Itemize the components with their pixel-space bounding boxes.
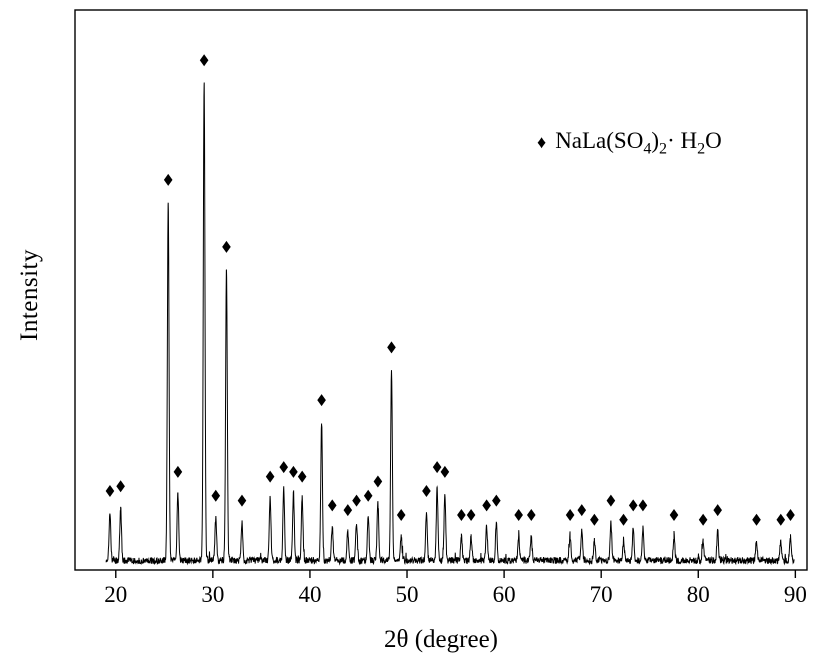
- peak-marker-diamond: [265, 470, 275, 483]
- peak-marker-diamond: [577, 504, 587, 517]
- peak-marker-diamond: [297, 470, 307, 483]
- peak-marker-diamond: [565, 508, 575, 521]
- y-axis-label: Intensity: [16, 249, 43, 341]
- peak-marker-diamond: [440, 465, 450, 478]
- peak-marker-diamond: [786, 508, 795, 521]
- legend-label-part: O: [705, 128, 722, 153]
- peak-marker-diamond: [606, 494, 616, 507]
- peak-marker-diamond: [422, 485, 431, 498]
- peak-marker-diamond: [482, 499, 491, 512]
- peak-marker-diamond: [173, 465, 183, 478]
- peak-marker-diamond: [363, 489, 373, 502]
- legend-label-sub: 2: [697, 140, 706, 158]
- diamond-marker-icon: ♦: [537, 132, 547, 152]
- x-tick-label: 90: [784, 582, 807, 607]
- peak-marker-diamond: [514, 508, 523, 521]
- peak-marker-diamond: [638, 499, 648, 512]
- peak-marker-diamond: [237, 494, 247, 507]
- peak-marker-diamond: [628, 499, 638, 512]
- peak-marker-diamond: [396, 508, 406, 521]
- legend-label-part: ): [651, 128, 660, 153]
- peak-marker-diamond: [776, 513, 786, 526]
- peak-marker-diamond: [619, 513, 628, 526]
- legend-label-part: · H: [667, 128, 698, 153]
- peak-marker-diamond: [387, 341, 396, 354]
- x-tick-label: 60: [493, 582, 516, 607]
- peak-marker-diamond: [352, 494, 361, 507]
- peak-marker-diamond: [211, 489, 221, 502]
- x-tick-label: 20: [104, 582, 127, 607]
- x-tick-label: 30: [201, 582, 224, 607]
- legend-label-sub: 4: [643, 140, 652, 158]
- peak-marker-diamond: [373, 475, 383, 488]
- peak-marker-diamond: [432, 461, 442, 474]
- diffraction-trace: [105, 82, 795, 566]
- peak-marker-diamond: [698, 513, 708, 526]
- x-axis-ticks: 20 30 40 50 60 70 80 90: [104, 570, 807, 607]
- peak-marker-diamond: [279, 461, 289, 474]
- peak-marker-diamond: [343, 504, 353, 517]
- peak-marker-diamond: [457, 508, 466, 521]
- peak-marker-diamond: [105, 485, 115, 498]
- x-tick-label: 80: [687, 582, 710, 607]
- peak-marker-diamond: [526, 508, 536, 521]
- peak-marker-diamond: [590, 513, 599, 526]
- peak-marker-diamond: [199, 54, 209, 67]
- x-tick-label: 40: [298, 582, 321, 607]
- peak-marker-diamond: [116, 480, 125, 493]
- legend: ♦ NaLa(SO4)2· H2O: [537, 128, 722, 159]
- peak-marker-diamond: [222, 240, 231, 253]
- peak-marker-diamond: [163, 173, 173, 186]
- peak-marker-diamond: [669, 508, 679, 521]
- x-axis-label: 2θ (degree): [384, 626, 498, 653]
- plot-frame: [74, 9, 808, 571]
- peak-marker-diamond: [289, 465, 298, 478]
- legend-label: NaLa(SO4)2· H2O: [555, 128, 722, 159]
- peak-marker-diamond: [752, 513, 761, 526]
- x-tick-label: 50: [396, 582, 419, 607]
- legend-label-sub: 2: [659, 140, 668, 158]
- peak-marker-diamond: [492, 494, 501, 507]
- peak-marker-diamond: [466, 508, 476, 521]
- peak-marker-diamond: [327, 499, 337, 512]
- legend-label-part: NaLa(SO: [555, 128, 644, 153]
- peak-marker-diamond: [713, 504, 722, 517]
- peak-marker-diamond: [317, 394, 326, 407]
- peak-markers: [105, 54, 795, 526]
- x-tick-label: 70: [590, 582, 613, 607]
